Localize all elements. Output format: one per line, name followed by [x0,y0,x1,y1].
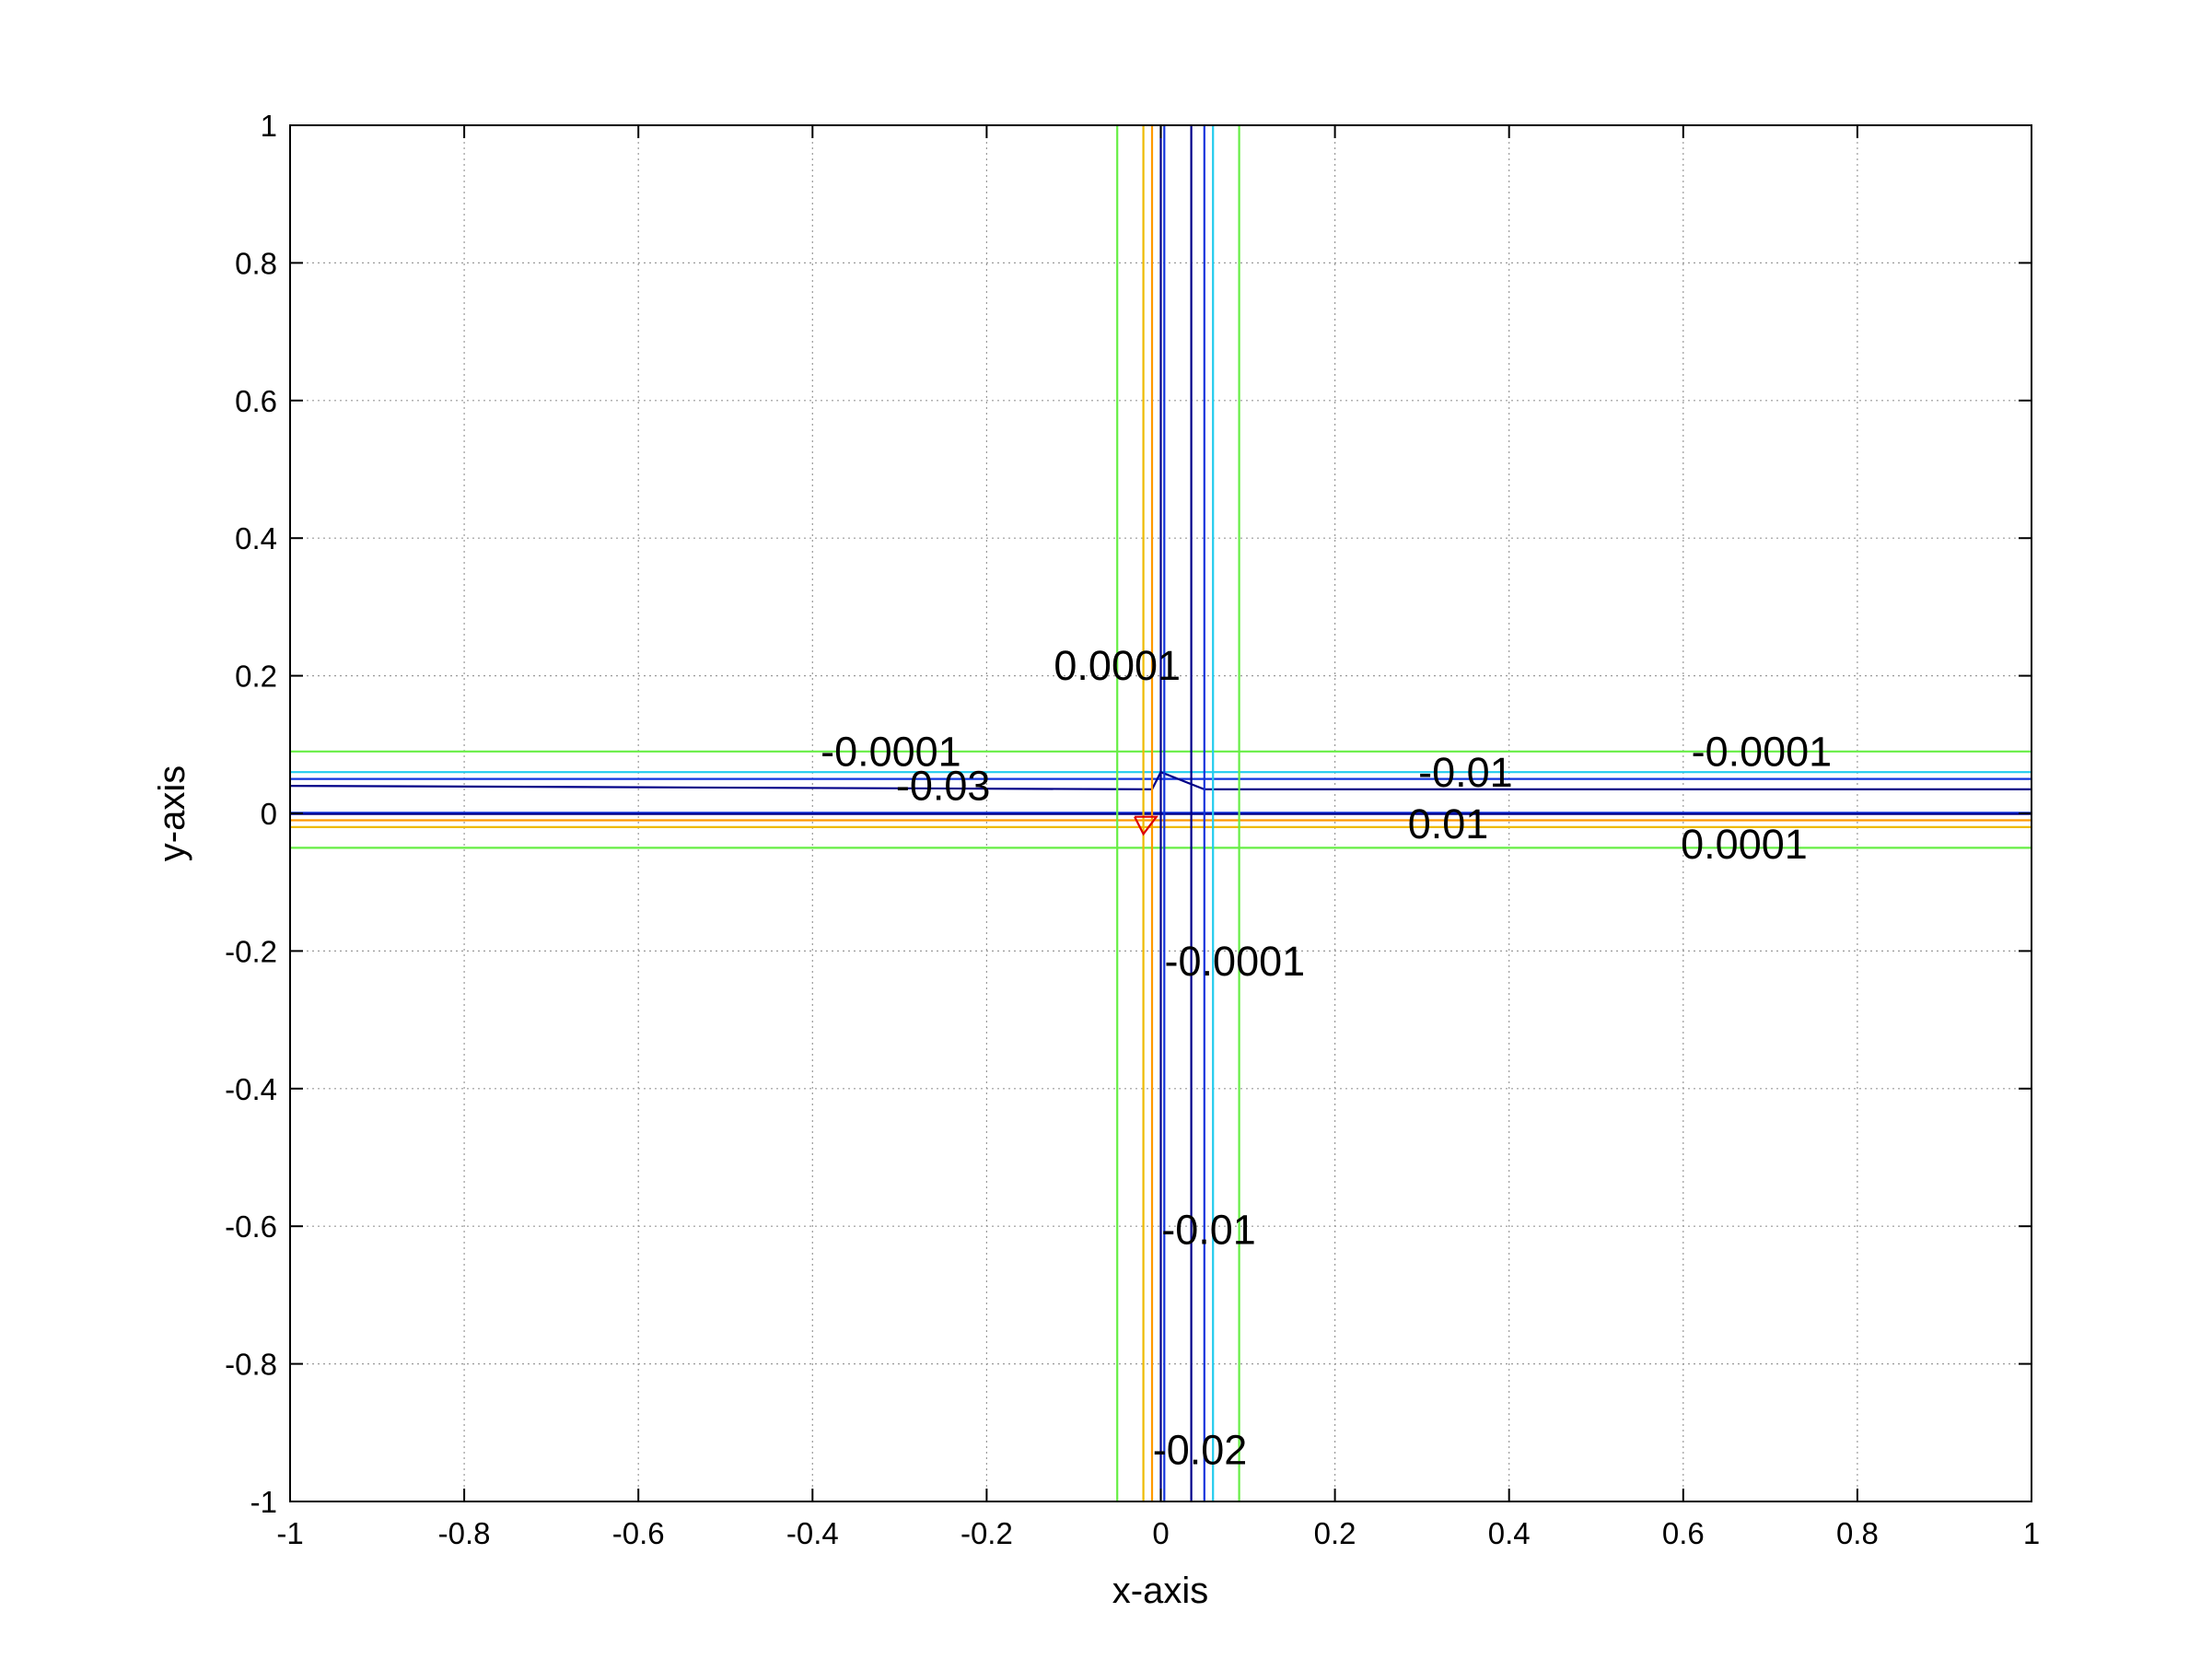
y-tick-label: 0.4 [235,521,277,555]
x-tick-label: -0.8 [438,1516,491,1550]
y-tick-label: 0.8 [235,246,277,280]
y-tick-label: 0.2 [235,660,277,694]
y-axis-label: y-axis [152,765,192,861]
y-tick-label: 0 [261,797,277,831]
contour-label: -0.0001 [1165,938,1306,985]
x-tick-label: 0.2 [1314,1516,1356,1550]
contour-label: -0.03 [896,763,991,810]
contour-layer [289,125,2032,1501]
x-axis-label: x-axis [1112,1571,1208,1611]
x-tick-label: 1 [2023,1516,2040,1550]
x-tick-label: -0.2 [960,1516,1013,1550]
y-tick-label: -0.2 [225,934,277,968]
tick-layer: -1 -0.8 -0.6 -0.4 -0.2 0 0.2 0.4 0.6 0.8 1 -1 -0.8 -0… [225,109,2040,1550]
contour-label: -0.01 [1418,749,1513,796]
x-tick-label: 0 [1152,1516,1169,1550]
x-tick-label: -1 [276,1516,303,1550]
contour-label: 0.0001 [1681,821,1808,868]
y-tick-label: 0.6 [235,384,277,418]
x-tick-label: 0.4 [1488,1516,1531,1550]
contour-label: 0.01 [1408,800,1489,847]
contour-label: -0.01 [1161,1207,1256,1254]
contour-label: -0.0001 [821,728,961,775]
contour-label: -0.0001 [1692,728,1833,775]
x-tick-label: 0.6 [1662,1516,1705,1550]
contour-label: -0.02 [1153,1427,1248,1474]
y-tick-label: -0.8 [225,1348,277,1382]
x-tick-label: 0.8 [1836,1516,1879,1550]
y-tick-label: -0.4 [225,1072,277,1106]
y-tick-label: 1 [261,109,277,143]
contour-line [1134,815,1159,836]
contour-label: 0.0001 [1054,642,1181,689]
x-tick-label: -0.4 [786,1516,839,1550]
y-tick-label: -1 [250,1485,277,1519]
y-tick-label: -0.6 [225,1209,277,1244]
x-tick-label: -0.6 [612,1516,665,1550]
